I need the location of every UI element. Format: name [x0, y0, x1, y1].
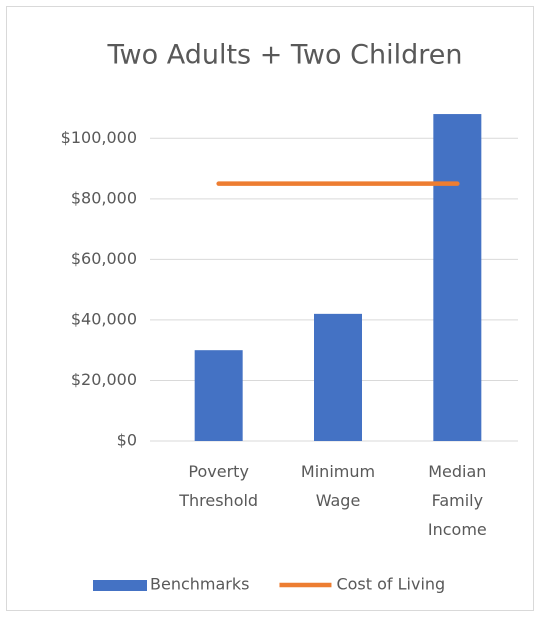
y-tick-label: $20,000 [71, 370, 137, 389]
y-tick-label: $60,000 [71, 249, 137, 268]
y-tick-label: $100,000 [61, 128, 137, 147]
bar [194, 350, 243, 441]
bar [433, 114, 482, 442]
legend-label: Cost of Living [336, 575, 445, 594]
y-tick-label: $40,000 [71, 309, 137, 328]
x-tick-label: Minimum Wage [301, 462, 375, 510]
bar [314, 313, 362, 441]
y-tick-label: $0 [117, 431, 137, 450]
legend-swatch [93, 580, 147, 591]
x-tick-label: Median Family Income [428, 462, 487, 539]
legend-label: Benchmarks [150, 575, 249, 594]
y-tick-label: $80,000 [71, 188, 137, 207]
chart-title: Two Adults + Two Children [107, 40, 463, 71]
x-tick-label: Poverty Threshold [178, 462, 258, 510]
